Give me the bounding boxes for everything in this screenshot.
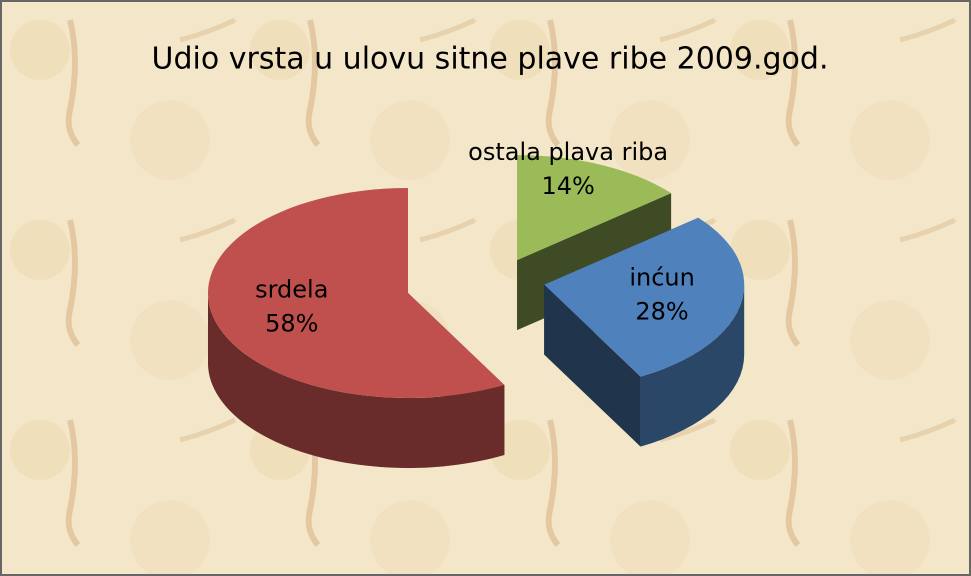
- chart-area: [1, 1, 970, 575]
- category-label: srdela: [255, 276, 328, 304]
- page: Udio vrsta u ulovu sitne plave ribe 2009…: [0, 0, 971, 576]
- value-label: 28%: [635, 297, 688, 325]
- category-label: inćun: [629, 263, 695, 291]
- value-label: 58%: [265, 310, 318, 338]
- chart-title: Udio vrsta u ulovu sitne plave ribe 2009…: [152, 42, 829, 77]
- category-label: ostala plava riba: [468, 138, 668, 166]
- value-label: 14%: [541, 172, 594, 200]
- chart: Udio vrsta u ulovu sitne plave ribe 2009…: [0, 0, 971, 576]
